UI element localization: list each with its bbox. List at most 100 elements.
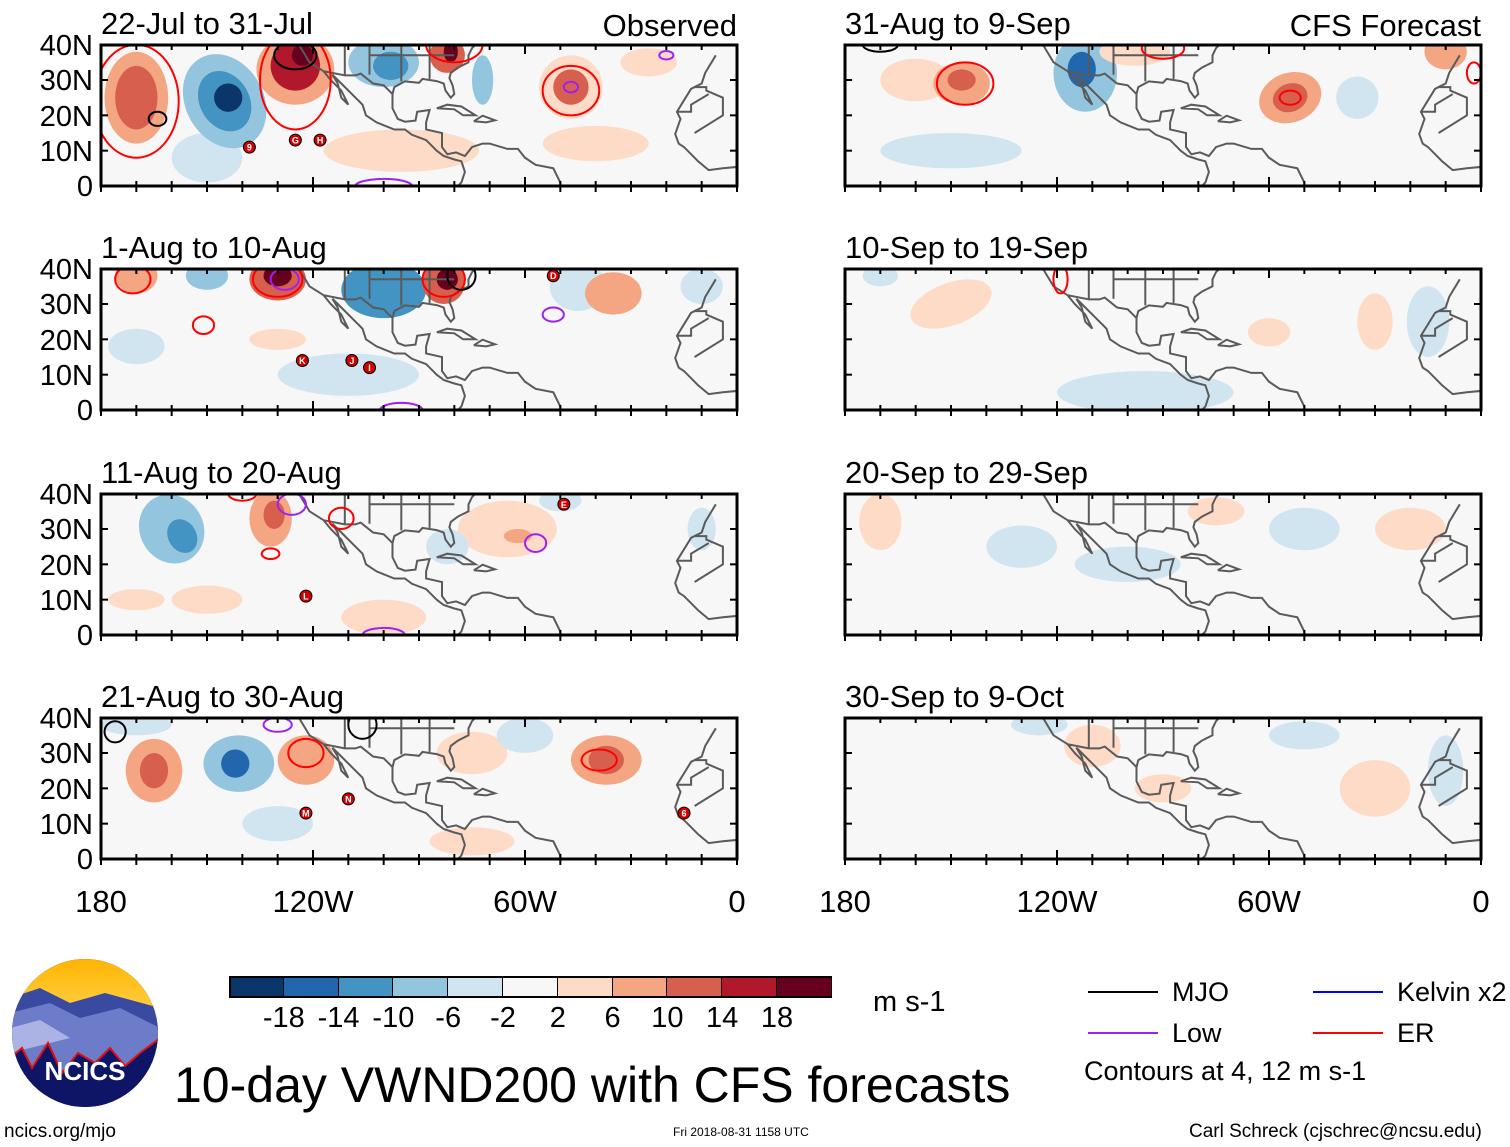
wave-contour xyxy=(260,547,281,561)
storm-label: 9 xyxy=(247,143,252,153)
colorbar-label: -6 xyxy=(435,1002,462,1034)
wave-contour xyxy=(147,110,168,127)
panel-title: 30-Sep to 9-Oct xyxy=(845,679,1064,714)
shading-region xyxy=(115,65,158,130)
storm-marker: N xyxy=(341,792,355,806)
shading-region xyxy=(862,269,898,287)
shading-region xyxy=(171,585,243,614)
map-panel xyxy=(843,492,1483,641)
coastline xyxy=(1041,269,1481,410)
shading-region xyxy=(1375,507,1446,551)
y-tick-label: 30N xyxy=(39,289,93,322)
wave-contour xyxy=(562,80,579,94)
map-panel xyxy=(843,716,1483,865)
x-tick-label: 60W xyxy=(493,884,557,919)
wave-contour xyxy=(425,45,484,64)
storm-label: M xyxy=(302,809,310,819)
footer-url[interactable]: ncics.org/mjo xyxy=(4,1121,116,1142)
colorbar-swatch xyxy=(393,976,449,998)
panel-title: 11-Aug to 20-Aug xyxy=(101,455,342,490)
storm-marker: H xyxy=(313,133,327,147)
shading-region xyxy=(947,69,976,91)
y-tick-label: 30N xyxy=(39,514,93,547)
shading-region xyxy=(1336,76,1379,119)
footer-timestamp: Fri 2018-08-31 1158 UTC xyxy=(673,1125,809,1139)
shading-region xyxy=(1247,318,1291,347)
shading-region xyxy=(185,269,229,290)
storm-label: K xyxy=(299,356,306,366)
coastline xyxy=(1041,494,1481,635)
storm-marker: 6 xyxy=(677,806,691,820)
panel-title: 31-Aug to 9-Sep xyxy=(845,6,1071,41)
y-tick-label: 0 xyxy=(76,620,93,652)
wave-contour xyxy=(379,401,424,410)
legend-label: Low xyxy=(1172,1018,1222,1048)
shading-region xyxy=(457,500,557,558)
shading-region xyxy=(1074,546,1181,582)
y-tick-label: 10N xyxy=(39,808,93,841)
wave-contour xyxy=(191,315,216,336)
wave-contour xyxy=(1465,61,1481,85)
coastline xyxy=(297,718,737,859)
coastline xyxy=(297,269,737,410)
shading-region xyxy=(249,328,306,350)
shading-region xyxy=(139,753,169,789)
wave-contour xyxy=(273,45,318,71)
map-panel: LE xyxy=(99,492,739,641)
storm-label: I xyxy=(368,363,371,373)
storm-label: J xyxy=(349,356,354,366)
shading-region xyxy=(108,328,165,365)
shading-region xyxy=(542,125,649,162)
wave-contour xyxy=(524,533,548,553)
x-tick-label: 0 xyxy=(728,884,746,919)
colorbar-label: 10 xyxy=(651,1002,684,1034)
legend-label: Kelvin x2 xyxy=(1397,977,1507,1007)
storm-label: L xyxy=(303,592,309,602)
colorbar-units: m s-1 xyxy=(873,986,946,1018)
wave-contour xyxy=(227,494,258,502)
map-background xyxy=(101,718,737,859)
shading-region xyxy=(1187,497,1245,526)
colorbar-swatch xyxy=(338,976,394,998)
wave-contour xyxy=(354,177,413,186)
panel-title: 1-Aug to 10-Aug xyxy=(101,230,327,265)
y-tick-label: 40N xyxy=(39,30,93,62)
colorbar-label: 18 xyxy=(760,1002,794,1034)
wave-contour xyxy=(103,720,127,744)
storm-marker: J xyxy=(345,354,359,368)
shading-region xyxy=(429,827,515,856)
x-tick-label: 120W xyxy=(1016,884,1098,919)
wave-contour xyxy=(658,50,675,61)
shading-region xyxy=(1357,293,1393,350)
map-panel: M N 6 xyxy=(99,716,739,865)
panel-tag: CFS Forecast xyxy=(1289,8,1481,43)
storm-label: E xyxy=(561,500,567,510)
storm-marker: M xyxy=(299,806,313,820)
wave-contour xyxy=(861,45,899,53)
coastline xyxy=(1041,718,1481,859)
shading-region xyxy=(373,51,409,80)
x-tick-label: 60W xyxy=(1237,884,1301,919)
y-tick-label: 20N xyxy=(39,324,93,357)
wave-contour xyxy=(1052,269,1069,295)
colorbar-swatch xyxy=(722,976,777,998)
wave-contour xyxy=(541,306,565,323)
y-tick-label: 0 xyxy=(76,395,93,427)
y-tick-label: 10N xyxy=(39,135,93,168)
ncics-logo: NCICS xyxy=(12,959,158,1107)
y-tick-label: 20N xyxy=(39,100,93,133)
legend-label: MJO xyxy=(1172,977,1229,1007)
contour-note: Contours at 4, 12 m s-1 xyxy=(1084,1056,1367,1086)
shading-region xyxy=(1011,718,1068,736)
panel-title: 22-Jul to 31-Jul xyxy=(101,6,313,41)
wave-contour xyxy=(327,506,355,530)
shading-region xyxy=(214,83,243,112)
y-tick-label: 10N xyxy=(39,584,93,617)
shading-region xyxy=(426,529,469,565)
map-panel: 9 G H xyxy=(99,43,739,192)
shading-region xyxy=(910,279,992,329)
shading-region xyxy=(1269,507,1340,551)
colorbar-swatch xyxy=(448,976,503,998)
y-tick-label: 40N xyxy=(39,479,93,511)
y-tick-label: 40N xyxy=(39,254,93,286)
